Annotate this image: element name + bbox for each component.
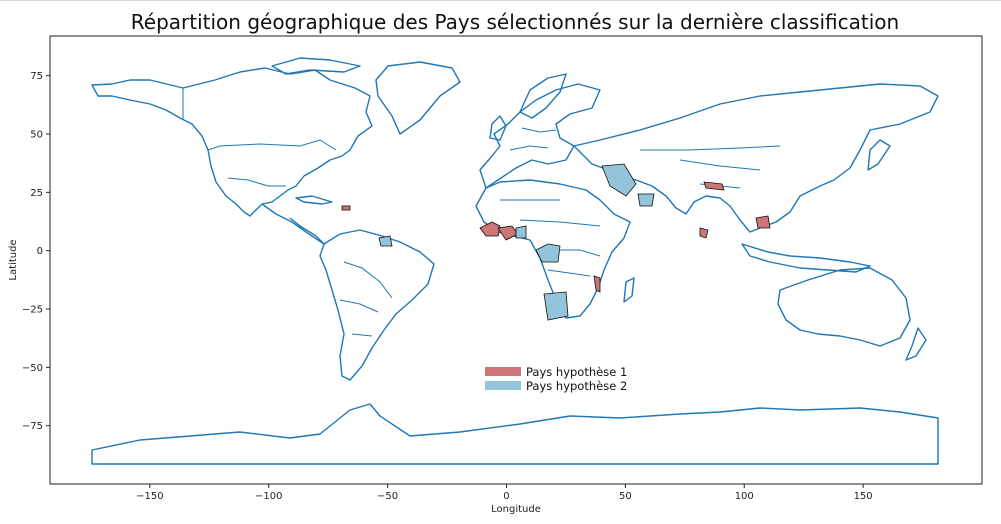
legend-label-hypothesis-2: Pays hypothèse 2 <box>526 379 627 393</box>
world-map <box>91 57 939 465</box>
x-tick-label: 150 <box>854 491 873 502</box>
canada-us-border <box>207 139 337 151</box>
y-axis-title: Latitude <box>8 239 19 280</box>
us-mexico-border <box>227 177 286 187</box>
west-africa-highlight-1 <box>479 221 501 237</box>
legend-label-hypothesis-1: Pays hypothèse 1 <box>526 365 627 379</box>
arabia-highlight-1 <box>601 163 637 197</box>
east-africa-highlight <box>593 275 601 293</box>
british-isles <box>489 115 507 141</box>
southern-africa-highlight <box>543 291 569 321</box>
antarctica <box>91 403 939 465</box>
madagascar <box>623 277 635 303</box>
y-tick-label: 75 <box>30 71 43 82</box>
guyana-highlight <box>378 235 393 247</box>
x-tick-label: 50 <box>619 491 632 502</box>
south-asia-highlight <box>703 181 725 191</box>
cuba <box>295 195 333 205</box>
europe-borders <box>509 127 557 151</box>
x-tick-label: 0 <box>503 491 509 502</box>
africa-borders <box>500 199 601 277</box>
legend: Pays hypothèse 1 Pays hypothèse 2 <box>485 365 627 393</box>
asia-landmass <box>573 83 939 233</box>
new-zealand <box>905 327 927 361</box>
y-tick-label: 25 <box>30 188 43 199</box>
central-america <box>261 203 325 245</box>
x-tick-label: −150 <box>136 491 163 502</box>
y-tick-label: 0 <box>37 246 43 257</box>
haiti-highlight <box>341 205 351 211</box>
x-tick-label: −50 <box>377 491 398 502</box>
arabia-highlight-2 <box>637 193 655 207</box>
south-america-borders <box>339 261 393 337</box>
y-tick-label: 50 <box>30 130 43 141</box>
greenland <box>375 61 461 135</box>
top-rule <box>0 0 1001 1</box>
sri-lanka-highlight <box>699 227 709 239</box>
x-tick-label: 100 <box>735 491 754 502</box>
legend-swatch-hypothesis-2 <box>485 381 521 390</box>
southeast-asia-highlight <box>755 215 771 229</box>
y-tick-label: −75 <box>22 421 43 432</box>
x-axis-title: Longitude <box>491 504 541 515</box>
central-africa-highlight <box>535 243 561 263</box>
scandinavia <box>519 73 567 119</box>
x-tick-label: −100 <box>255 491 282 502</box>
north-america-landmass <box>91 67 373 217</box>
west-africa-highlight-3 <box>515 225 527 239</box>
y-tick-label: −50 <box>22 363 43 374</box>
legend-swatch-hypothesis-1 <box>485 367 521 376</box>
plot-area <box>49 35 983 485</box>
y-tick-label: −25 <box>22 305 43 316</box>
australia-landmass <box>777 267 911 347</box>
arctic-islands <box>271 57 361 75</box>
chart-title: Répartition géographique des Pays sélect… <box>131 10 899 34</box>
japan <box>867 139 891 171</box>
